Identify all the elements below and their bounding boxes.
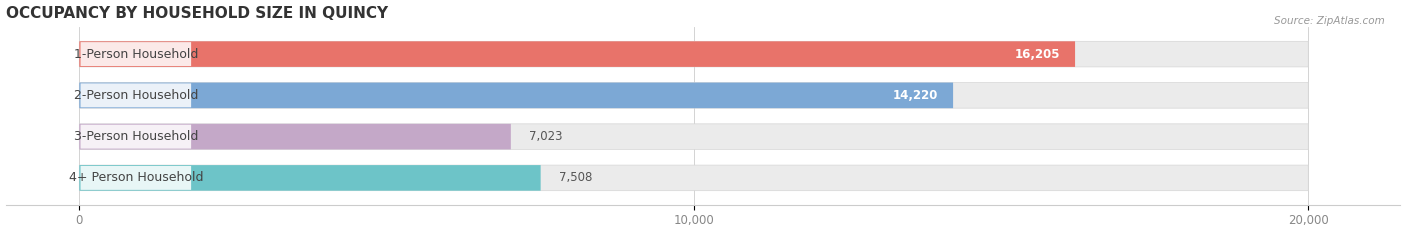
FancyBboxPatch shape (80, 166, 191, 190)
Text: 3-Person Household: 3-Person Household (75, 130, 198, 143)
Text: 7,508: 7,508 (560, 171, 592, 184)
Text: 16,205: 16,205 (1014, 48, 1060, 61)
FancyBboxPatch shape (79, 124, 510, 149)
FancyBboxPatch shape (79, 41, 1308, 67)
FancyBboxPatch shape (79, 124, 1308, 149)
Text: 2-Person Household: 2-Person Household (75, 89, 198, 102)
Text: OCCUPANCY BY HOUSEHOLD SIZE IN QUINCY: OCCUPANCY BY HOUSEHOLD SIZE IN QUINCY (6, 6, 388, 21)
FancyBboxPatch shape (79, 82, 953, 108)
Text: 7,023: 7,023 (529, 130, 562, 143)
Text: 1-Person Household: 1-Person Household (75, 48, 198, 61)
Text: 4+ Person Household: 4+ Person Household (69, 171, 204, 184)
Text: 14,220: 14,220 (893, 89, 938, 102)
FancyBboxPatch shape (79, 165, 1308, 191)
FancyBboxPatch shape (79, 165, 541, 191)
FancyBboxPatch shape (80, 83, 191, 107)
FancyBboxPatch shape (79, 82, 1308, 108)
FancyBboxPatch shape (80, 125, 191, 149)
FancyBboxPatch shape (80, 42, 191, 66)
Text: Source: ZipAtlas.com: Source: ZipAtlas.com (1274, 16, 1385, 26)
FancyBboxPatch shape (79, 41, 1076, 67)
